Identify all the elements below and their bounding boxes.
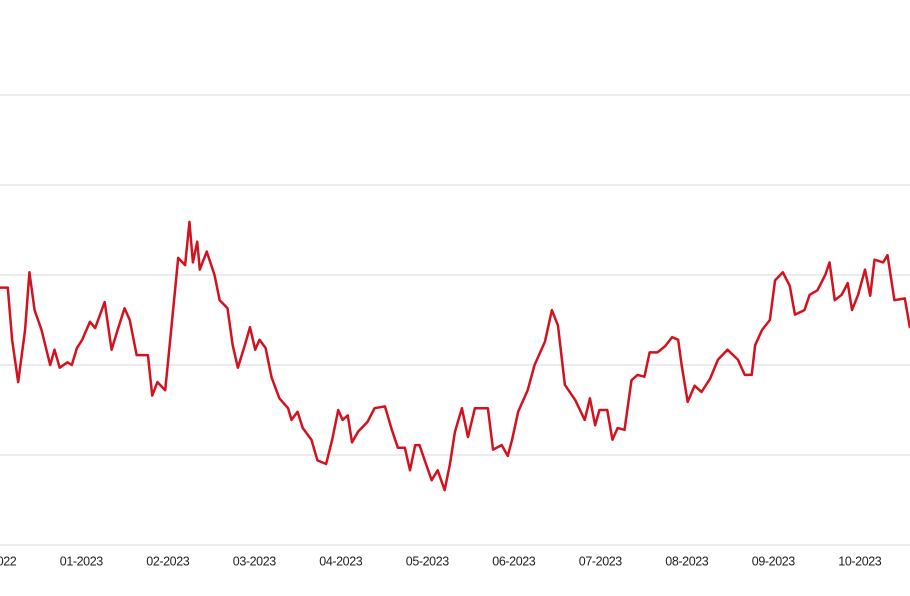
x-tick-label: 08-2023 [665, 554, 709, 568]
x-tick-label: 09-2023 [752, 554, 796, 568]
x-tick-label: 03-2023 [233, 554, 277, 568]
x-tick-label: 01-2023 [60, 554, 104, 568]
x-tick-label: 07-2023 [579, 554, 623, 568]
data-line [0, 220, 910, 492]
x-tick-label: 04-2023 [319, 554, 363, 568]
x-tick-label: 06-2023 [492, 554, 536, 568]
x-tick-label: 02-2023 [146, 554, 190, 568]
x-tick-label: 05-2023 [406, 554, 450, 568]
x-tick-label: 10-2023 [838, 554, 882, 568]
x-tick-label: 12-2022 [0, 554, 17, 568]
